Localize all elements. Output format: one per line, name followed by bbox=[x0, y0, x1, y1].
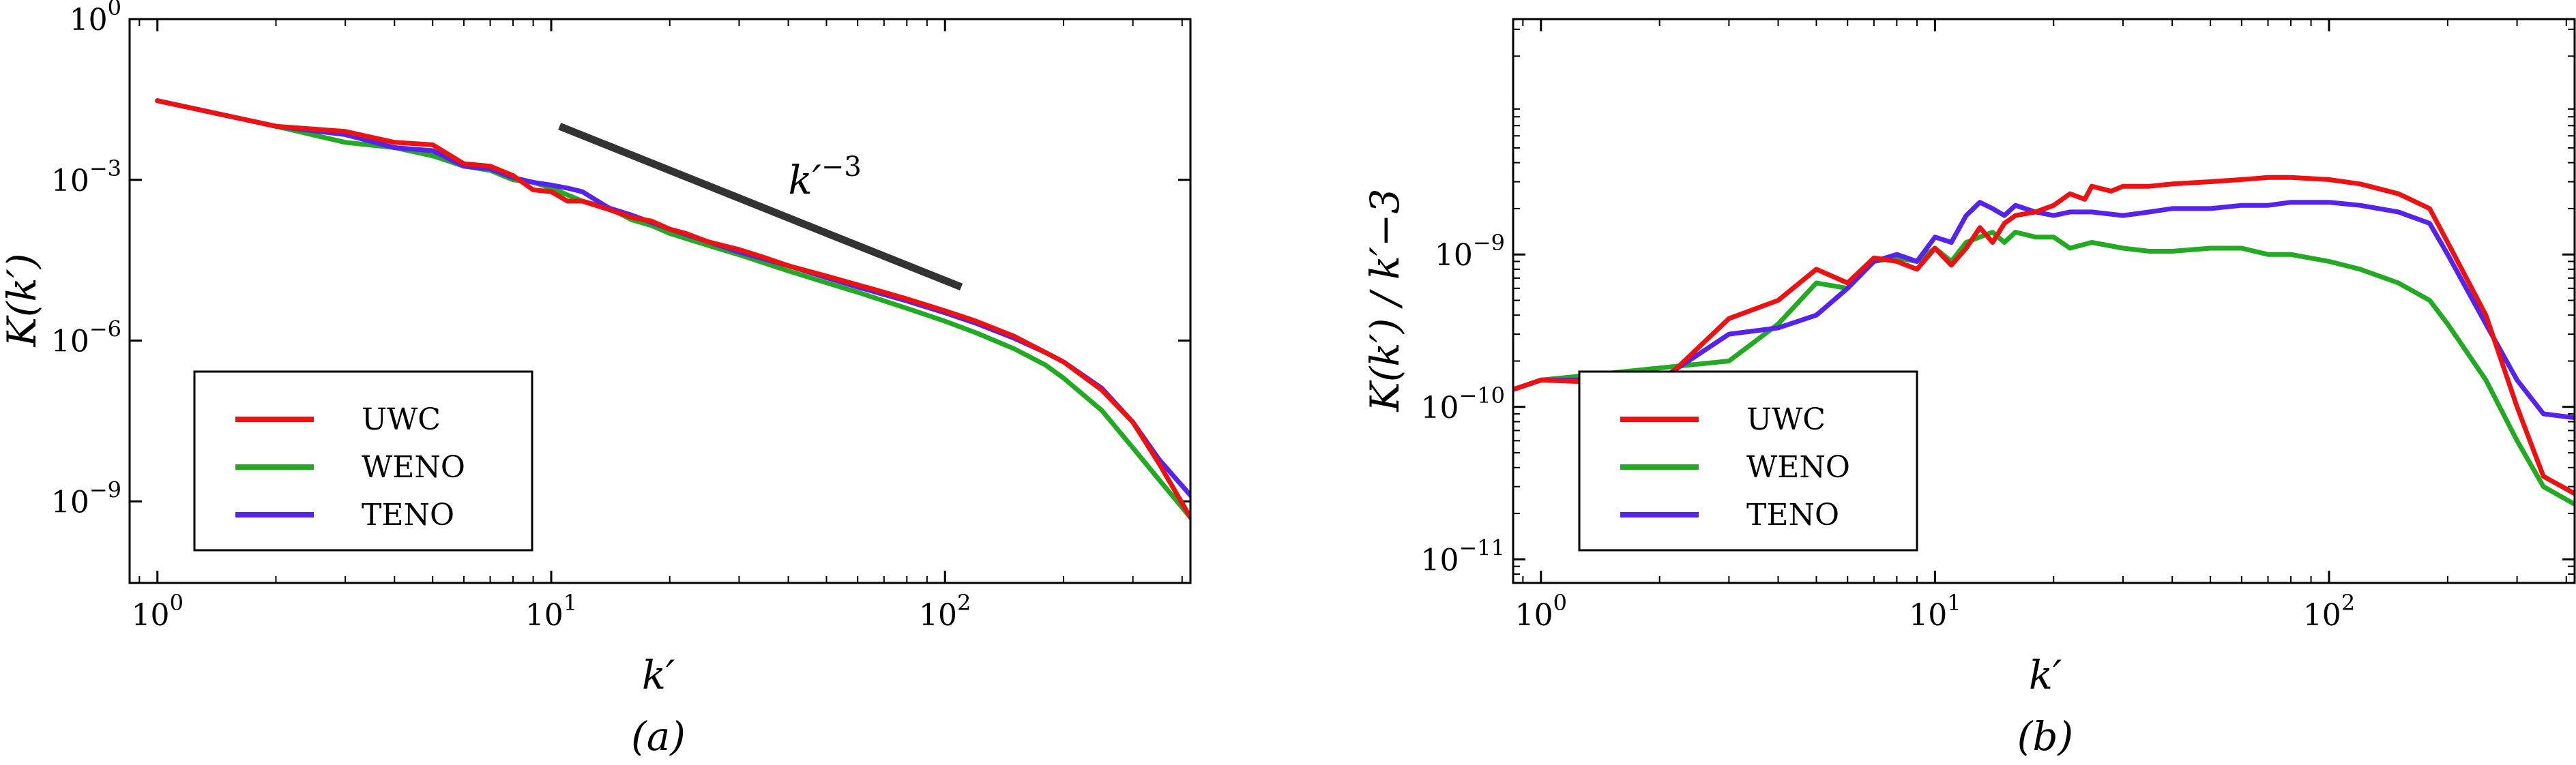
y-tick-label: 10−9 bbox=[1435, 230, 1505, 273]
series-line-weno bbox=[1513, 230, 2575, 507]
chart-panel-a: 100 101 10210010−310−610−9k′−3UWCWENOTENOk… bbox=[0, 0, 1192, 760]
y-tick-label-base: 10 bbox=[1420, 543, 1459, 578]
x-tick-label: 101 bbox=[1909, 590, 1961, 633]
legend-label-teno: TENO bbox=[362, 498, 454, 532]
y-axis-label: K(k′) / k′−3 bbox=[1362, 188, 1408, 412]
y-tick-label-exp: 0 bbox=[108, 0, 121, 20]
legend: UWC WENO TENO bbox=[193, 370, 533, 552]
slope-label-exp: −3 bbox=[821, 151, 862, 183]
y-tick-label-exp: −6 bbox=[89, 316, 121, 342]
x-tick-label-exp: 2 bbox=[957, 590, 971, 616]
series-line-uwc bbox=[155, 98, 1190, 520]
series-group bbox=[155, 98, 1190, 520]
chart-panel-b: 100 101 10210−910−1010−11UWCWENOTENOk′K(k′… bbox=[1362, 18, 2576, 760]
slope-label-base: k′ bbox=[789, 157, 821, 203]
x-tick-label-exp: 1 bbox=[564, 590, 577, 616]
y-tick-label-exp: −11 bbox=[1459, 535, 1505, 560]
legend: UWC WENO TENO bbox=[1578, 370, 1918, 552]
y-tick-label-base: 10 bbox=[51, 325, 89, 359]
minor-ticks bbox=[138, 19, 1183, 583]
legend-box bbox=[1578, 370, 1918, 552]
y-tick-label: 10−6 bbox=[51, 316, 121, 359]
panel-label: (a) bbox=[631, 713, 686, 760]
y-tick-label-base: 10 bbox=[1435, 238, 1473, 273]
x-axis-label: k′ bbox=[642, 652, 675, 698]
legend-label-weno: WENO bbox=[1746, 450, 1850, 485]
legend-label-uwc: UWC bbox=[362, 402, 441, 437]
x-tick-label: 102 bbox=[2303, 590, 2355, 633]
x-tick-label-base: 10 bbox=[2303, 598, 2341, 633]
y-tick-label-base: 10 bbox=[70, 3, 108, 38]
minor-ticks bbox=[1513, 19, 2575, 584]
y-tick-label: 10−9 bbox=[51, 477, 121, 520]
series-line-uwc bbox=[1513, 175, 2575, 496]
y-tick-label: 100 bbox=[70, 0, 121, 38]
y-tick-label-exp: −9 bbox=[89, 477, 121, 502]
slope-reference-line bbox=[558, 123, 963, 291]
legend-label-weno: WENO bbox=[362, 450, 465, 485]
x-axis-label: k′ bbox=[2029, 652, 2062, 698]
y-tick-label-exp: −3 bbox=[89, 155, 121, 181]
y-tick-label: 10−10 bbox=[1420, 382, 1505, 425]
x-tick-label-exp: 1 bbox=[1947, 590, 1961, 616]
slope-label: k′−3 bbox=[789, 151, 862, 203]
x-tick-label-base: 10 bbox=[919, 598, 957, 633]
legend-label-teno: TENO bbox=[1746, 498, 1839, 532]
y-tick-label-base: 10 bbox=[51, 485, 89, 520]
x-tick-label-base: 10 bbox=[1909, 598, 1947, 633]
y-tick-label-exp: −9 bbox=[1473, 230, 1505, 256]
x-tick-label-base: 10 bbox=[132, 598, 170, 633]
x-tick-label: 101 bbox=[525, 590, 577, 633]
plot-frame bbox=[128, 18, 1192, 584]
x-tick-label: 102 bbox=[919, 590, 971, 633]
x-tick-label: 100 bbox=[132, 590, 184, 633]
x-tick-label-base: 10 bbox=[525, 598, 564, 633]
y-tick-label: 10−11 bbox=[1420, 535, 1505, 578]
x-tick-label-exp: 0 bbox=[1553, 590, 1567, 616]
series-line-teno bbox=[1513, 200, 2575, 421]
legend-label-uwc: UWC bbox=[1746, 402, 1826, 437]
series-group bbox=[1513, 175, 2575, 507]
panel-label: (b) bbox=[2017, 713, 2073, 760]
x-tick-label-base: 10 bbox=[1515, 598, 1553, 633]
x-tick-label: 100 bbox=[1515, 590, 1567, 633]
y-tick-label-exp: −10 bbox=[1459, 382, 1505, 408]
y-axis-label: K(k′) bbox=[0, 254, 45, 348]
plot-frame bbox=[1512, 18, 2576, 584]
legend-box bbox=[193, 370, 533, 552]
x-tick-label-exp: 0 bbox=[170, 590, 184, 616]
x-tick-label-exp: 2 bbox=[2341, 590, 2355, 616]
y-tick-label: 10−3 bbox=[51, 155, 121, 198]
y-tick-label-base: 10 bbox=[1420, 391, 1459, 425]
y-tick-label-base: 10 bbox=[51, 164, 89, 198]
